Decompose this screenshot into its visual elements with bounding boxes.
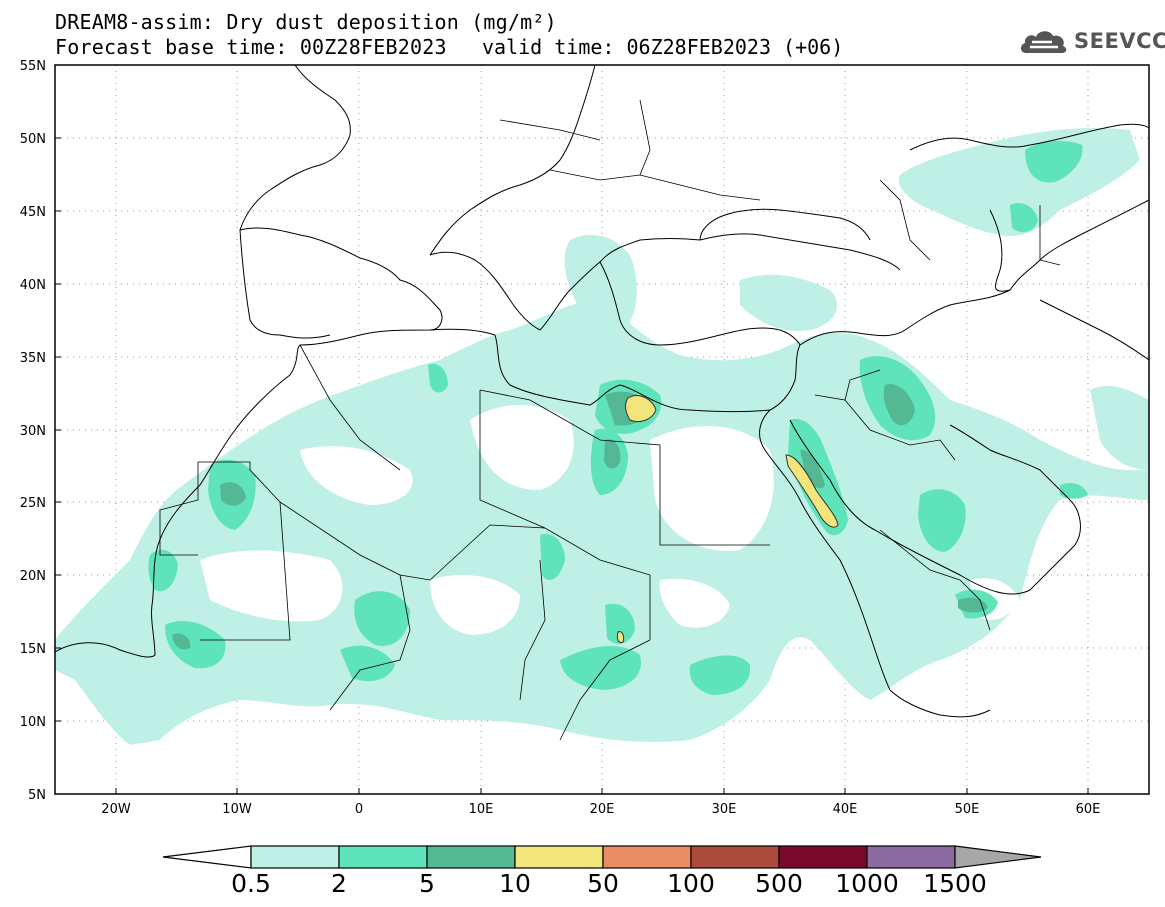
lon-label: 30E xyxy=(712,802,737,817)
colorbar-segment xyxy=(602,845,692,869)
colorbar-label: 1500 xyxy=(923,869,987,898)
colorbar-label: 50 xyxy=(587,869,619,898)
lat-label: 30N xyxy=(20,424,46,439)
lon-label: 20E xyxy=(590,802,615,817)
colorbar-label: 1000 xyxy=(835,869,899,898)
colorbar xyxy=(162,845,1042,869)
lat-label: 20N xyxy=(20,569,46,584)
colorbar-segment xyxy=(866,845,956,869)
lon-label: 50E xyxy=(955,802,980,817)
colorbar-label: 500 xyxy=(755,869,803,898)
seevccc-logo: SEEVCCC xyxy=(1018,25,1165,57)
colorbar-label: 0.5 xyxy=(231,869,271,898)
lat-label: 15N xyxy=(20,642,46,657)
colorbar-segment xyxy=(338,845,428,869)
no-deposition-areas xyxy=(200,405,1020,635)
colorbar-segment xyxy=(250,845,340,869)
lon-label: 60E xyxy=(1076,802,1101,817)
dust-level-2-5 xyxy=(148,140,1088,695)
lat-label: 25N xyxy=(20,496,46,511)
colorbar-segment xyxy=(778,845,868,869)
lat-label: 40N xyxy=(20,278,46,293)
lon-label: 40E xyxy=(833,802,858,817)
cloud-icon xyxy=(1020,31,1067,53)
colorbar-segment xyxy=(426,845,516,869)
coastlines xyxy=(55,65,1149,718)
dust-level-10-50 xyxy=(616,395,839,643)
lon-ticks xyxy=(115,788,1089,794)
lon-label: 10E xyxy=(469,802,494,817)
lat-ticks xyxy=(55,64,61,795)
colorbar-label: 2 xyxy=(331,869,347,898)
lon-label: 10W xyxy=(222,802,252,817)
colorbar-label: 5 xyxy=(419,869,435,898)
lat-label: 50N xyxy=(20,132,46,147)
lon-label: 20W xyxy=(101,802,131,817)
colorbar-label: 10 xyxy=(499,869,531,898)
lat-label: 45N xyxy=(20,205,46,220)
valid-time: valid time: 06Z28FEB2023 (+06) xyxy=(482,35,844,59)
colorbar-segment xyxy=(690,845,780,869)
lon-label: 0 xyxy=(355,802,363,817)
colorbar-segment-above xyxy=(954,845,1042,869)
lat-label: 10N xyxy=(20,715,46,730)
lat-labels: 55N 50N 45N 40N 35N 30N 25N 20N 15N 10N … xyxy=(20,59,46,803)
colorbar-segment-below xyxy=(162,845,252,869)
lat-label: 55N xyxy=(20,59,46,74)
chart-title: DREAM8-assim: Dry dust deposition (mg/m²… xyxy=(55,10,557,34)
lat-label: 35N xyxy=(20,351,46,366)
colorbar-label: 100 xyxy=(667,869,715,898)
lat-label: 5N xyxy=(28,788,46,803)
lon-labels: 20W 10W 0 10E 20E 30E 40E 50E 60E xyxy=(101,802,1100,817)
forecast-base-time: Forecast base time: 00Z28FEB2023 xyxy=(55,35,447,59)
logo-text: SEEVCCC xyxy=(1074,29,1165,53)
colorbar-segment xyxy=(514,845,604,869)
country-borders xyxy=(159,99,1061,741)
